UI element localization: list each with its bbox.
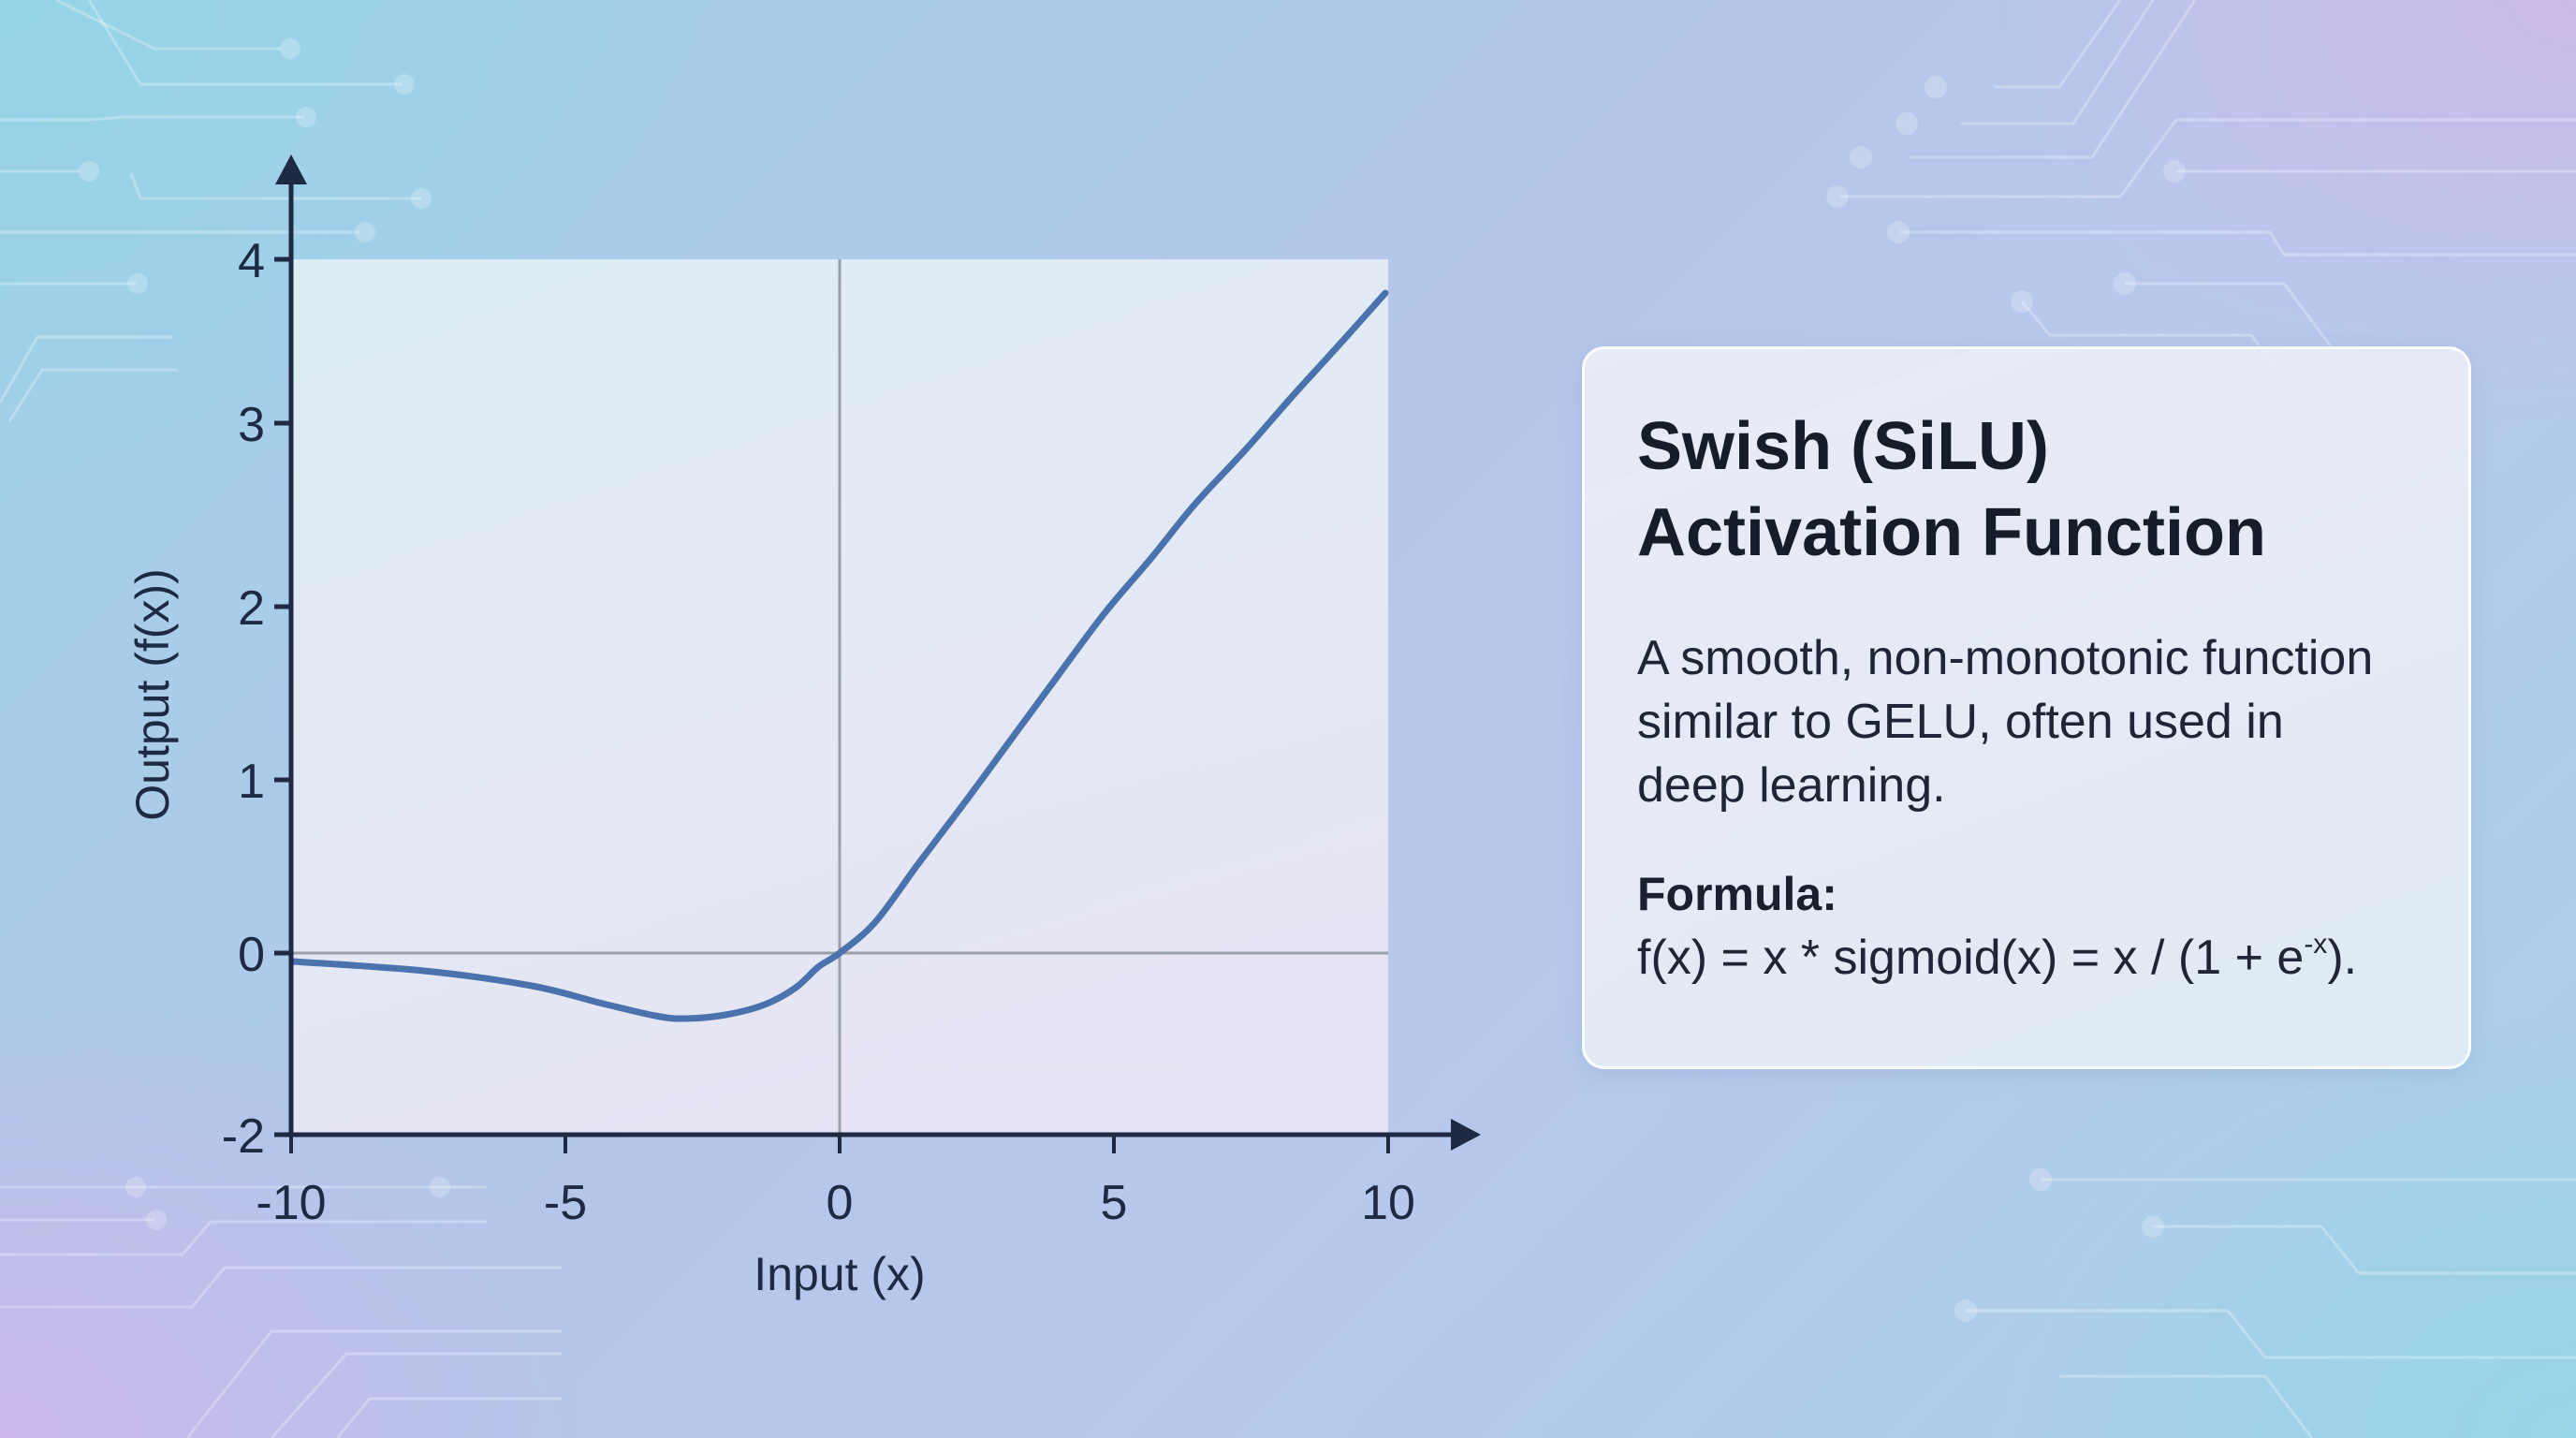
x-axis-ticks: -10 -5 0 5 10 <box>256 1135 1415 1230</box>
y-tick-label: 4 <box>238 234 265 288</box>
y-tick-label: 2 <box>238 581 265 636</box>
swish-curve <box>289 289 1389 1022</box>
x-tick-label: -5 <box>544 1176 587 1230</box>
x-axis-arrow-icon <box>1451 1119 1481 1151</box>
y-tick-label: -2 <box>222 1109 265 1164</box>
y-axis-title: Output (f(x)) <box>126 568 179 820</box>
info-card: Swish (SiLU) Activation Function A smoot… <box>1582 346 2471 1069</box>
card-title-line-2: Activation Function <box>1637 495 2266 570</box>
x-tick-label: 5 <box>1101 1176 1128 1230</box>
x-tick-label: -10 <box>256 1176 326 1230</box>
card-title: Swish (SiLU) Activation Function <box>1637 404 2416 576</box>
card-description: A smooth, non-monotonic function similar… <box>1637 631 2374 813</box>
formula-text: f(x) = x * sigmoid(x) = x / (1 + e-x). <box>1637 926 2416 990</box>
x-tick-label: 0 <box>827 1176 854 1230</box>
y-axis-arrow-icon <box>275 154 307 184</box>
y-axis-ticks: 4 3 2 1 0 -2 <box>222 234 291 1164</box>
formula-tail: ). <box>2327 931 2358 985</box>
y-tick-label: 1 <box>238 755 265 809</box>
x-tick-label: 10 <box>1361 1176 1415 1230</box>
y-tick-label: 3 <box>238 398 265 452</box>
formula-superscript: -x <box>2304 929 2328 960</box>
x-axis-title: Input (x) <box>754 1248 925 1300</box>
formula-main: f(x) = x * sigmoid(x) = x / (1 + e <box>1637 931 2305 985</box>
formula-label: Formula: <box>1637 868 1837 920</box>
y-tick-label: 0 <box>238 928 265 982</box>
card-title-line-1: Swish (SiLU) <box>1637 409 2050 484</box>
